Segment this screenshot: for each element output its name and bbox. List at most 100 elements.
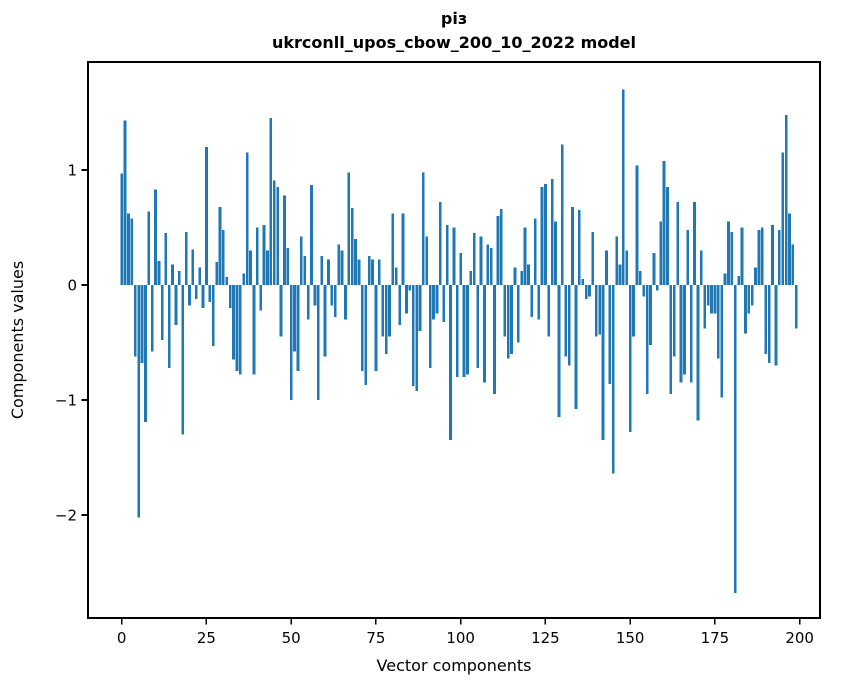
- bar: [791, 244, 795, 285]
- bar: [523, 227, 527, 285]
- bar: [245, 152, 249, 285]
- bar: [181, 284, 185, 435]
- bar: [422, 172, 425, 285]
- bar: [744, 284, 747, 334]
- bar: [489, 248, 493, 285]
- bar: [696, 284, 700, 421]
- y-tick-label: 0: [67, 276, 77, 294]
- bar: [754, 267, 757, 285]
- bar: [449, 284, 452, 441]
- bar: [455, 284, 459, 377]
- bar: [266, 250, 269, 285]
- bar: [184, 232, 188, 285]
- bar: [364, 284, 368, 386]
- bar: [703, 284, 707, 329]
- bar: [628, 284, 632, 433]
- x-tick-label: 200: [785, 629, 814, 647]
- bar: [503, 284, 507, 337]
- bar: [357, 259, 361, 285]
- bar: [625, 250, 629, 285]
- bar: [574, 284, 578, 410]
- bar: [147, 211, 151, 285]
- bar: [269, 118, 273, 285]
- y-tick-label: −1: [55, 391, 77, 409]
- bar: [411, 284, 415, 387]
- bar: [361, 284, 364, 372]
- bar: [276, 187, 279, 285]
- bar: [283, 195, 286, 285]
- bar: [706, 284, 710, 306]
- bar: [286, 248, 290, 285]
- bar: [123, 120, 127, 285]
- bar: [154, 189, 157, 285]
- bar: [740, 227, 744, 285]
- x-tick-label: 125: [531, 629, 560, 647]
- bar: [205, 146, 208, 285]
- bar: [327, 259, 330, 285]
- bar: [611, 284, 615, 474]
- axis-ticks: 0 25 50 75 100 125 150 175 200 1 0 −1 −2: [55, 161, 814, 647]
- bar: [652, 252, 656, 285]
- bar: [716, 284, 720, 359]
- bar: [642, 284, 646, 297]
- bar: [757, 229, 761, 285]
- bar: [225, 276, 229, 285]
- bar: [486, 244, 490, 285]
- bar: [177, 271, 181, 285]
- bar: [316, 284, 320, 400]
- bar: [194, 284, 198, 299]
- bar: [272, 180, 276, 285]
- bar: [438, 202, 442, 285]
- y-axis-label: Components values: [8, 261, 27, 419]
- plot-spines: [87, 61, 821, 619]
- bar: [794, 284, 798, 329]
- bar: [137, 284, 140, 518]
- bar: [198, 267, 202, 285]
- bar: [388, 284, 391, 337]
- bar: [547, 284, 551, 337]
- bar: [598, 284, 602, 335]
- bar: [344, 284, 347, 320]
- bar: [733, 284, 737, 594]
- bar: [252, 284, 256, 375]
- bar: [500, 209, 503, 285]
- bar: [452, 227, 456, 285]
- bar: [171, 264, 174, 285]
- bar: [215, 261, 218, 285]
- bar: [381, 284, 385, 337]
- bar: [645, 284, 649, 395]
- bar: [561, 144, 564, 285]
- bar: [686, 229, 690, 285]
- bar: [530, 284, 534, 318]
- bar: [296, 284, 300, 372]
- bar: [784, 114, 788, 285]
- bar: [727, 221, 730, 285]
- bar: [720, 284, 724, 398]
- bar: [238, 284, 242, 375]
- x-axis-label: Vector components: [377, 656, 532, 675]
- bar: [255, 227, 259, 285]
- bar: [144, 284, 147, 422]
- bar: [249, 250, 252, 285]
- bar: [279, 284, 283, 337]
- bar: [150, 284, 154, 352]
- bar: [655, 284, 659, 291]
- bar: [605, 250, 608, 285]
- bar: [666, 187, 669, 285]
- bar: [222, 229, 225, 285]
- bar: [533, 218, 537, 285]
- bar: [469, 271, 473, 285]
- bar: [513, 267, 517, 285]
- bar: [693, 202, 696, 285]
- bar: [777, 229, 781, 285]
- bar: [347, 172, 351, 285]
- bar: [540, 187, 544, 285]
- bar: [167, 284, 171, 368]
- bar: [462, 284, 466, 377]
- bar: [672, 284, 676, 357]
- bar: [133, 284, 137, 357]
- bar: [588, 284, 591, 297]
- bar: [228, 284, 232, 308]
- bar: [544, 183, 547, 285]
